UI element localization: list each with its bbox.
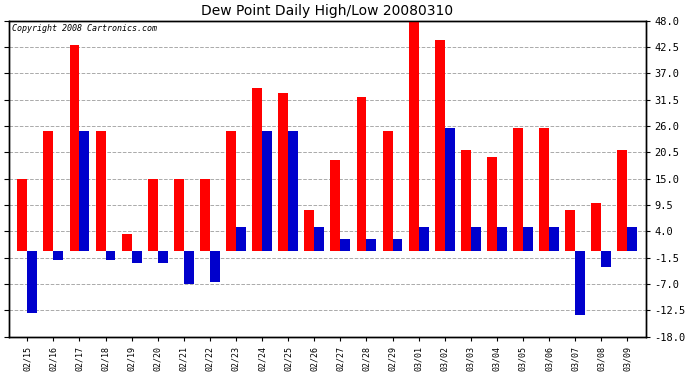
- Bar: [43, 131, 53, 251]
- Bar: [70, 45, 79, 251]
- Bar: [132, 251, 141, 262]
- Bar: [226, 131, 236, 251]
- Bar: [366, 238, 376, 250]
- Bar: [17, 179, 28, 251]
- Bar: [461, 150, 471, 250]
- Bar: [435, 40, 444, 251]
- Bar: [79, 131, 90, 251]
- Bar: [382, 131, 393, 251]
- Bar: [53, 251, 63, 260]
- Bar: [158, 251, 168, 262]
- Bar: [539, 129, 549, 250]
- Bar: [601, 251, 611, 267]
- Bar: [393, 238, 402, 250]
- Bar: [331, 160, 340, 250]
- Bar: [575, 251, 585, 315]
- Bar: [523, 226, 533, 251]
- Bar: [121, 234, 132, 250]
- Bar: [262, 131, 272, 251]
- Bar: [200, 179, 210, 251]
- Bar: [487, 157, 497, 250]
- Bar: [174, 179, 184, 251]
- Bar: [184, 251, 194, 284]
- Title: Dew Point Daily High/Low 20080310: Dew Point Daily High/Low 20080310: [201, 4, 453, 18]
- Bar: [357, 98, 366, 250]
- Bar: [304, 210, 314, 251]
- Text: Copyright 2008 Cartronics.com: Copyright 2008 Cartronics.com: [12, 24, 157, 33]
- Bar: [340, 238, 351, 250]
- Bar: [549, 226, 559, 251]
- Bar: [565, 210, 575, 251]
- Bar: [288, 131, 298, 251]
- Bar: [513, 129, 523, 250]
- Bar: [28, 251, 37, 313]
- Bar: [419, 226, 428, 251]
- Bar: [252, 88, 262, 251]
- Bar: [210, 251, 220, 282]
- Bar: [444, 129, 455, 250]
- Bar: [627, 226, 637, 251]
- Bar: [96, 131, 106, 251]
- Bar: [408, 21, 419, 250]
- Bar: [497, 226, 506, 251]
- Bar: [148, 179, 158, 251]
- Bar: [106, 251, 115, 260]
- Bar: [618, 150, 627, 250]
- Bar: [471, 226, 481, 251]
- Bar: [236, 226, 246, 251]
- Bar: [314, 226, 324, 251]
- Bar: [278, 93, 288, 251]
- Bar: [591, 203, 601, 250]
